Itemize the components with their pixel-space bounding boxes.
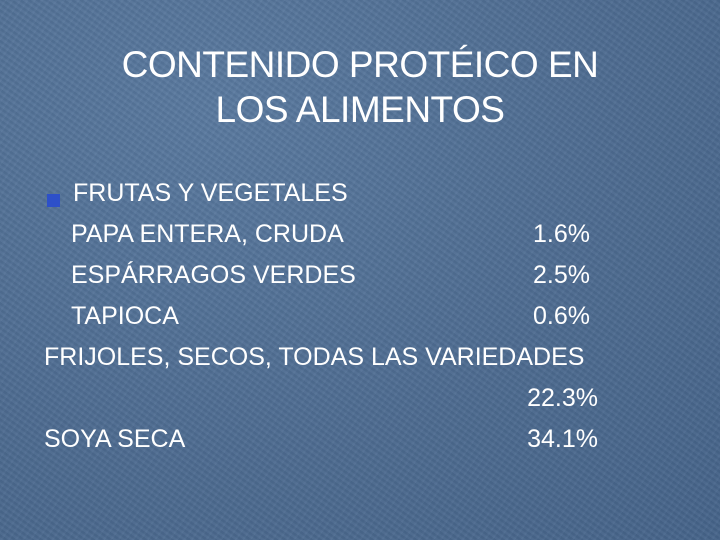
list-item-value: 1.6% [533, 220, 590, 248]
list-item-name: SOYA SECA [44, 425, 186, 453]
list-item-name: ESPÁRRAGOS VERDES [71, 261, 356, 289]
slide-title: CONTENIDO PROTÉICO EN LOS ALIMENTOS [60, 42, 660, 132]
list-item-name: TAPIOCA [71, 302, 179, 330]
list-item-value: 34.1% [527, 425, 598, 453]
list-item-name: FRIJOLES, SECOS, TODAS LAS VARIEDADES [44, 343, 585, 371]
list-item-value: 0.6% [533, 302, 590, 330]
list-item-value: 22.3% [527, 384, 598, 412]
list-item-value: 2.5% [533, 261, 590, 289]
square-bullet-icon [47, 194, 60, 207]
title-line-1: CONTENIDO PROTÉICO EN [121, 44, 599, 85]
title-line-2: LOS ALIMENTOS [215, 89, 505, 130]
list-item-name: PAPA ENTERA, CRUDA [71, 220, 344, 248]
section-heading: FRUTAS Y VEGETALES [73, 179, 348, 207]
